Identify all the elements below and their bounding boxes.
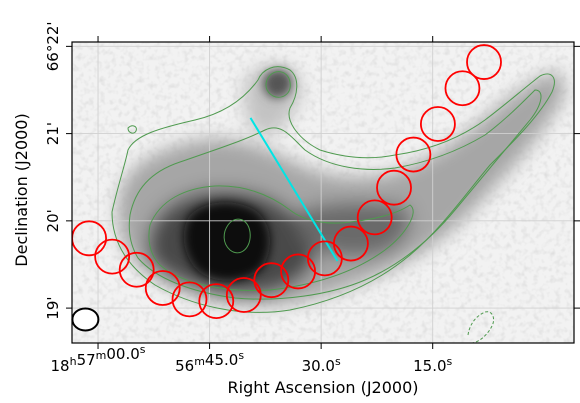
aperture-circle xyxy=(225,277,262,313)
aperture-series xyxy=(72,44,502,320)
x-axis-label: Right Ascension (J2000) xyxy=(228,378,419,397)
aperture-circle xyxy=(171,281,208,318)
grid-lines xyxy=(72,42,574,343)
x-tick-label: 18h57m00.0s xyxy=(51,343,146,375)
aperture-circle xyxy=(420,106,456,142)
y-tick-label: 20' xyxy=(44,209,62,232)
x-tick-labels: 18h57m00.0s 56m45.0s 30.0s 15.0s xyxy=(51,343,453,375)
aperture-circle xyxy=(395,136,432,173)
beam-ellipse xyxy=(71,307,100,332)
aperture-circle xyxy=(198,283,235,320)
axis-ticks xyxy=(66,36,580,349)
aperture-circle xyxy=(376,169,412,206)
aperture-circle xyxy=(332,225,369,262)
y-tick-labels: 66°22' 21' 20' 19' xyxy=(44,21,62,319)
axes-frame xyxy=(71,41,575,344)
y-tick-label: 21' xyxy=(44,122,62,145)
aperture-circle xyxy=(118,251,155,288)
x-tick-label: 30.0s xyxy=(302,355,341,375)
grayscale-image xyxy=(72,42,574,343)
aperture-circle xyxy=(356,199,393,236)
aperture-circle xyxy=(253,262,290,299)
y-axis-label: Declination (J2000) xyxy=(12,113,31,266)
x-tick-label: 15.0s xyxy=(413,355,452,375)
aperture-circle xyxy=(466,44,502,80)
aperture-circle xyxy=(444,70,481,107)
x-tick-label: 56m45.0s xyxy=(175,349,244,375)
y-tick-label: 66°22' xyxy=(44,21,62,71)
aperture-circle xyxy=(94,238,131,275)
contours xyxy=(111,66,555,343)
aperture-circle xyxy=(144,270,181,306)
y-tick-label: 19' xyxy=(44,296,62,319)
cut-line xyxy=(249,117,339,262)
